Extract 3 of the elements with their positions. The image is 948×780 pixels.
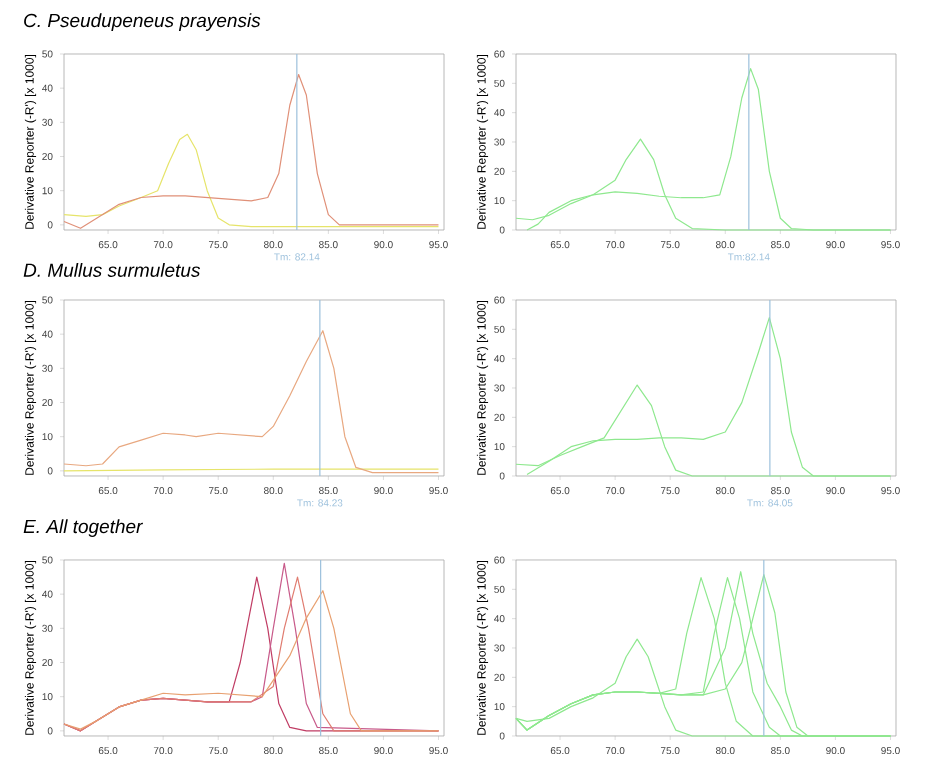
chart-title: D. Mullus surmuletus <box>23 262 201 277</box>
chart-title: C. Pseudupeneus prayensis <box>24 13 261 31</box>
chart-title: E. All together <box>23 519 144 537</box>
